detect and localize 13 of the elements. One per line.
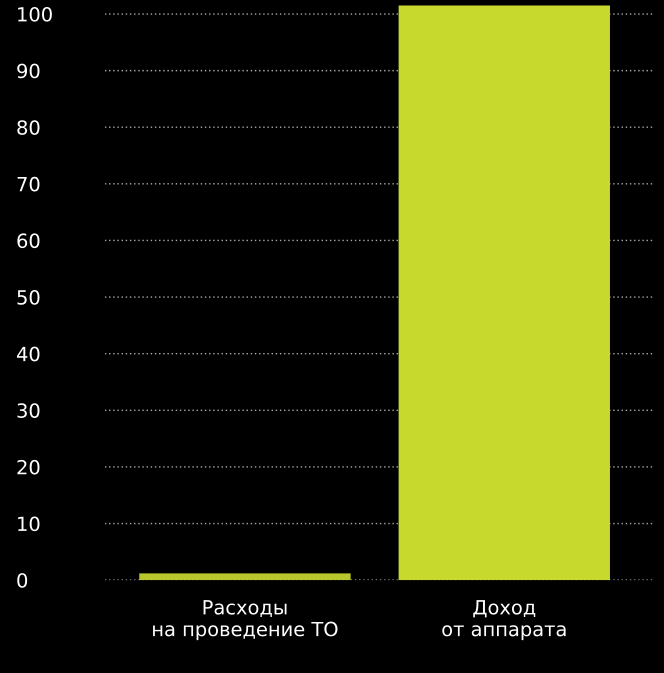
x-tick-label: Расходы на проведение ТО xyxy=(153,600,338,640)
y-tick-label: 40 xyxy=(16,346,40,362)
y-tick-label: 70 xyxy=(18,176,40,192)
y-tick-label: 10 xyxy=(18,516,40,532)
y-tick-label: 90 xyxy=(17,64,40,78)
y-tick-label: 100 xyxy=(18,6,52,22)
y-tick-label: 60 xyxy=(17,233,40,248)
y-tick-label: 50 xyxy=(18,290,40,305)
y-tick-label: 80 xyxy=(17,120,40,135)
x-tick-label: Доход от аппарата xyxy=(442,600,566,640)
y-tick-label: 30 xyxy=(18,403,40,418)
y-tick-label: 0 xyxy=(17,573,28,588)
y-tick-label: 20 xyxy=(17,460,40,475)
